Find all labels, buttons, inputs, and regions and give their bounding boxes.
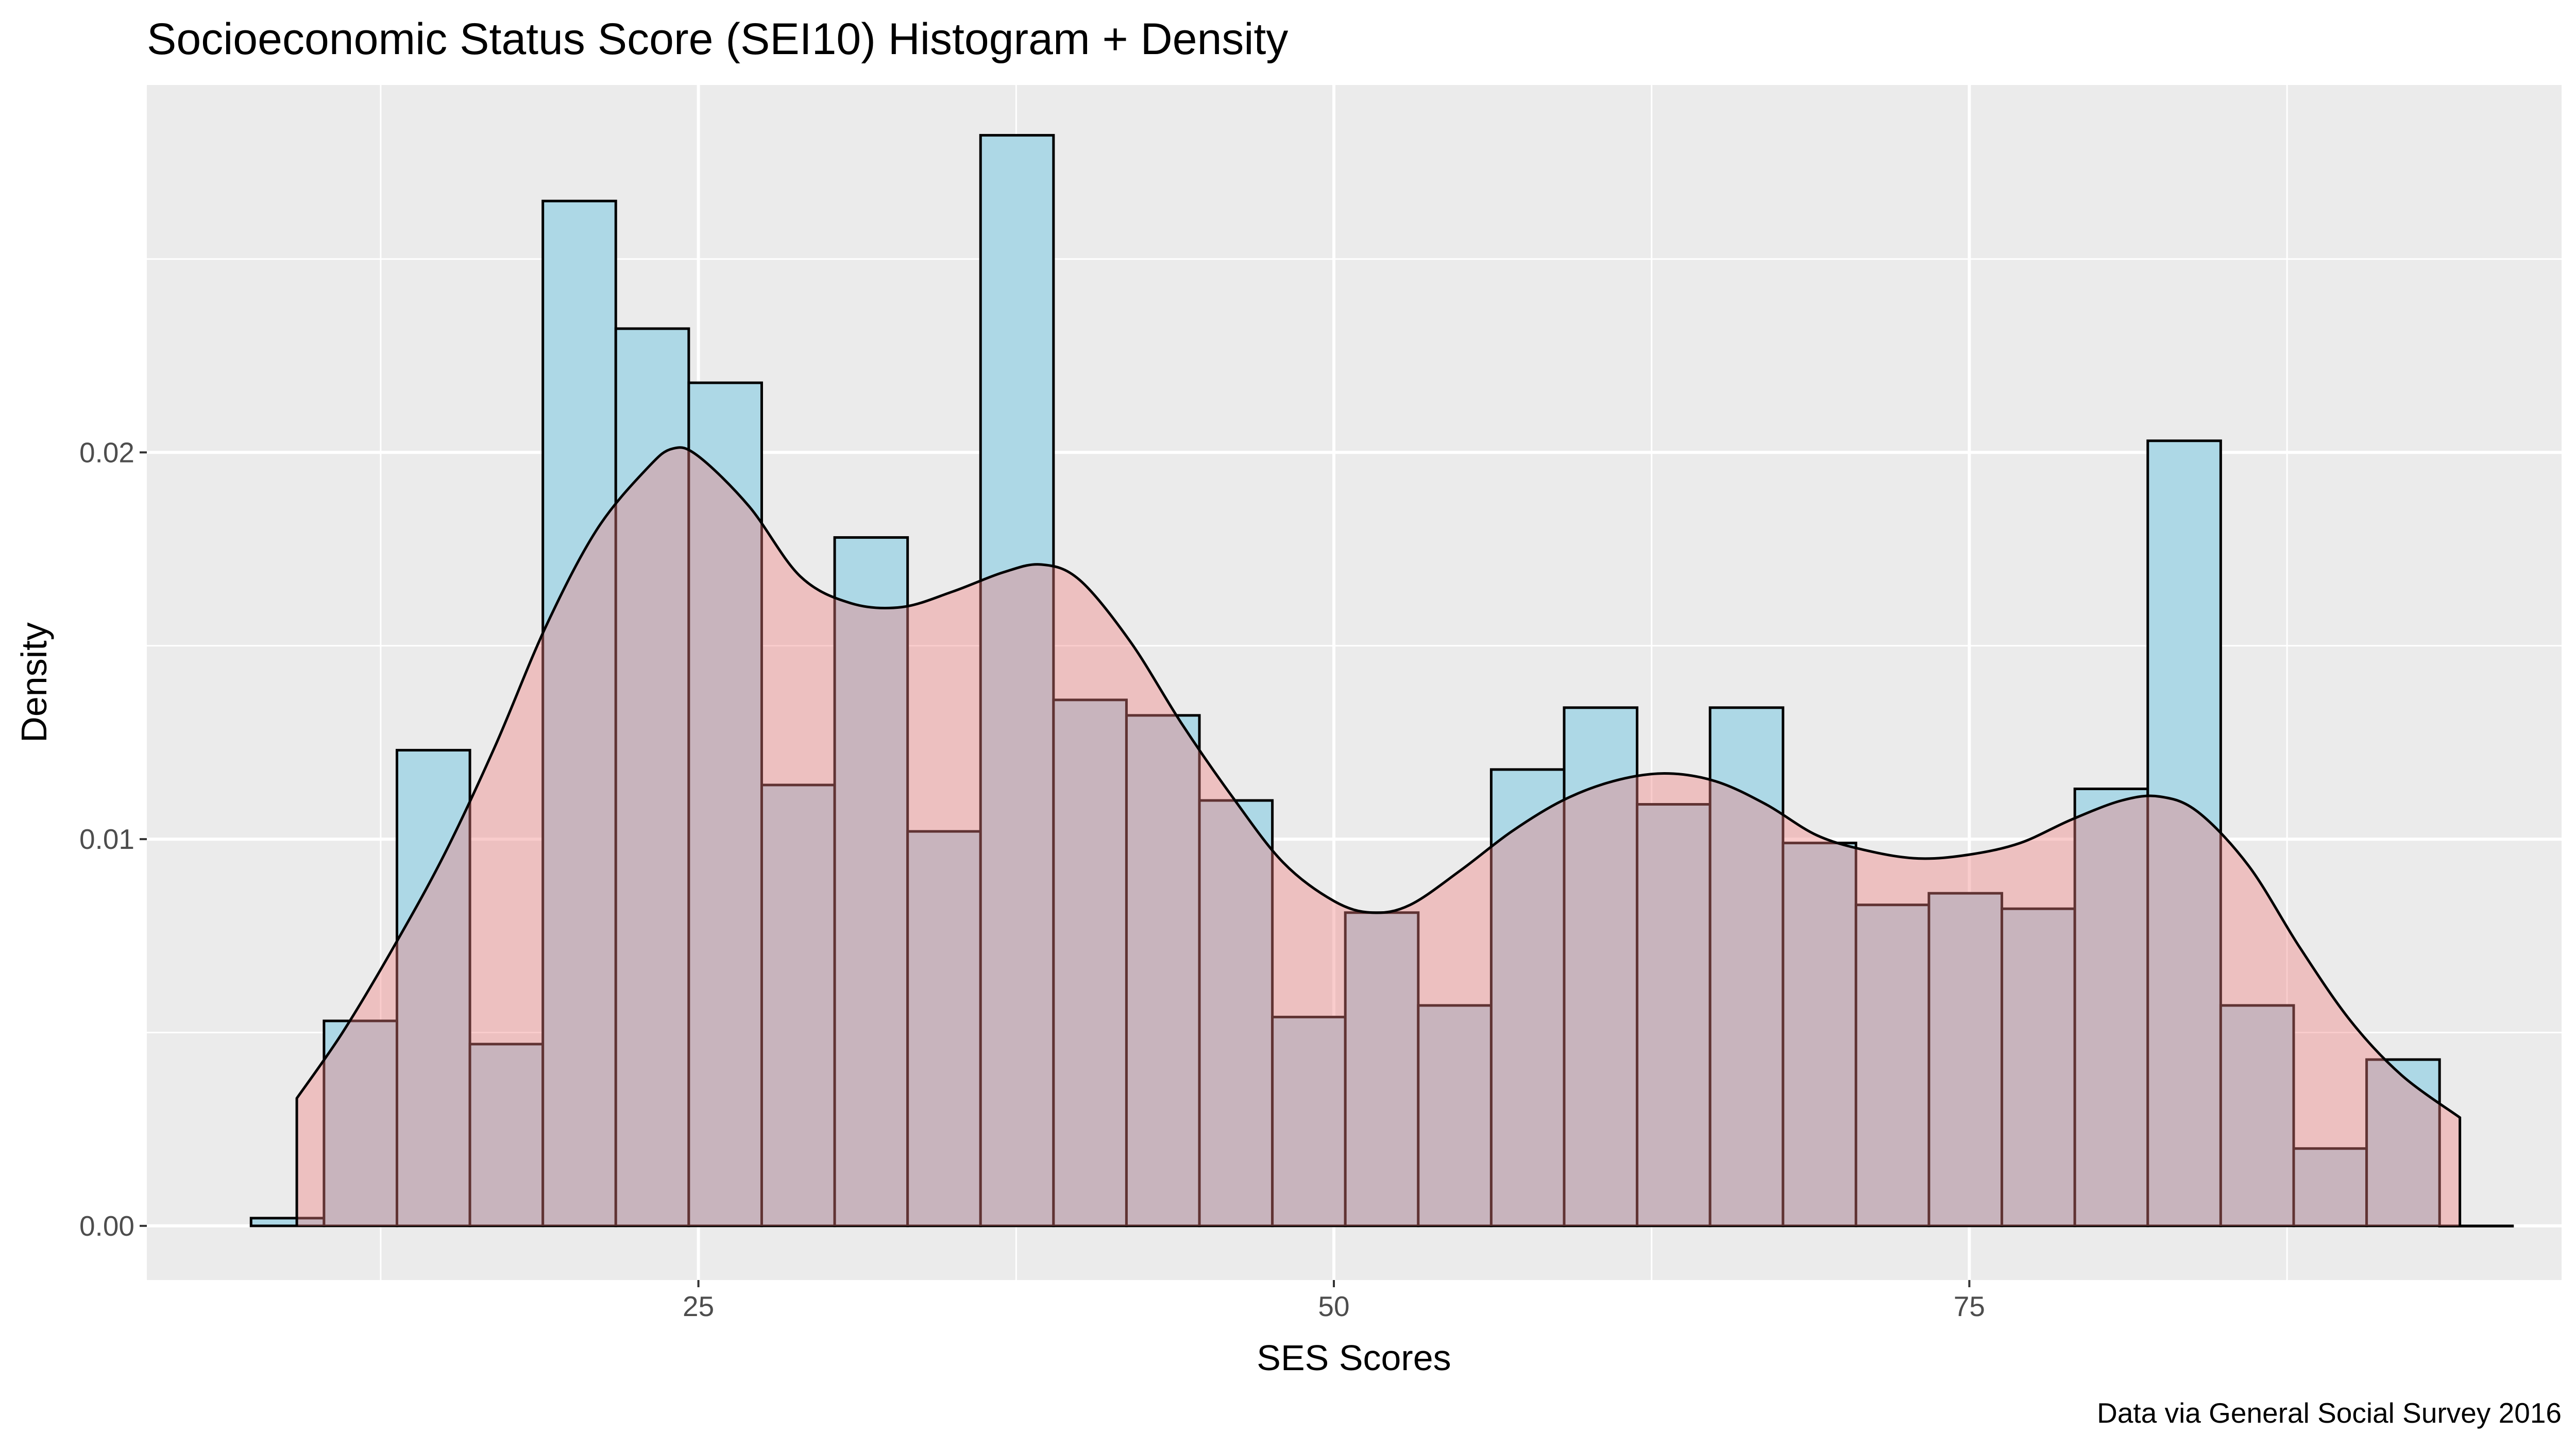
density-curve (295, 446, 2462, 1226)
histogram-bar (1271, 1015, 1347, 1227)
y-axis-title: Density (14, 622, 54, 742)
histogram-bar (2292, 1147, 2368, 1227)
histogram-bars (249, 134, 2514, 1227)
histogram-bar (323, 1019, 398, 1227)
x-axis-ticks: 25 50 75 (683, 1280, 1985, 1322)
histogram-bar (1927, 892, 2004, 1227)
histogram-bar (1052, 698, 1128, 1227)
histogram-bar (833, 536, 909, 1227)
histogram-bar (468, 1043, 545, 1227)
histogram-bar (2001, 907, 2076, 1227)
histogram-bar (541, 199, 617, 1227)
chart-title: Socioeconomic Status Score (SEI10) Histo… (147, 14, 1288, 64)
y-tick-label: 0.02 (79, 436, 134, 468)
chart-caption: Data via General Social Survey 2016 (2097, 1397, 2562, 1429)
x-axis-title: SES Scores (1257, 1338, 1451, 1378)
histogram-bar (2073, 787, 2149, 1227)
y-axis-ticks: 0.00 0.01 0.02 (79, 436, 147, 1242)
x-tick-label: 75 (1954, 1290, 1985, 1322)
histogram-bar (2146, 439, 2222, 1227)
x-tick-label: 50 (1318, 1290, 1349, 1322)
histogram-bar (1198, 799, 1274, 1227)
histogram-bar (614, 327, 690, 1227)
histogram-bar (760, 783, 836, 1227)
histogram-bar (2365, 1058, 2441, 1227)
density-area-fill (297, 447, 2460, 1226)
density-area (295, 446, 2462, 1226)
y-tick-label: 0.00 (79, 1210, 134, 1242)
histogram-bar (906, 830, 982, 1227)
histogram-bar (979, 134, 1055, 1227)
histogram-bar (1782, 842, 1857, 1227)
histogram-bar (687, 381, 763, 1227)
y-tick-label: 0.01 (79, 823, 134, 855)
x-tick-label: 25 (683, 1290, 714, 1322)
histogram-bar (2219, 1004, 2295, 1227)
